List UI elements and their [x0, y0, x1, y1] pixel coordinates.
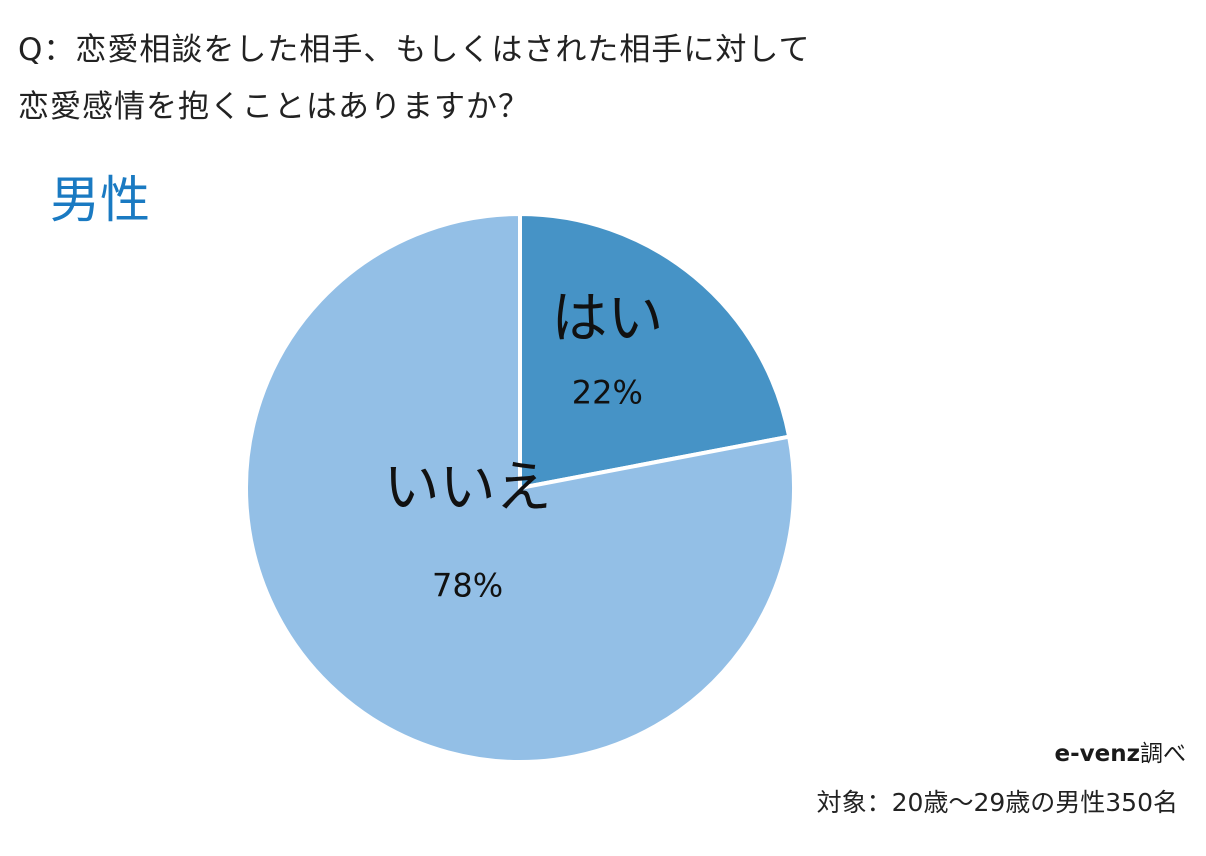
pie-slice-value-yes: 22%: [572, 373, 643, 411]
survey-target-note: 対象：20歳〜29歳の男性350名: [816, 788, 1178, 817]
pie-slice-label-yes: はい: [551, 287, 663, 352]
pie-slice-no: [244, 212, 796, 764]
source-credit: e-venz調べ: [1055, 736, 1187, 772]
pie-slice-yes: [518, 212, 792, 490]
pie-slice-value-no: 78%: [432, 566, 503, 604]
question-line-1: Q：恋愛相談をした相手、もしくはされた相手に対して: [18, 32, 811, 68]
source-brand: e-venz: [1054, 741, 1141, 767]
pie-slices: [244, 212, 796, 764]
question-title: Q：恋愛相談をした相手、もしくはされた相手に対して 恋愛感情を抱くことはあります…: [18, 22, 1188, 136]
source-suffix: 調べ: [1140, 741, 1186, 767]
gender-label: 男性: [50, 171, 150, 229]
pie-slice-label-no: いいえ: [384, 455, 552, 520]
pie-labels: はい 22% いいえ 78%: [384, 287, 664, 605]
question-line-2: 恋愛感情を抱くことはありますか？: [18, 89, 530, 125]
